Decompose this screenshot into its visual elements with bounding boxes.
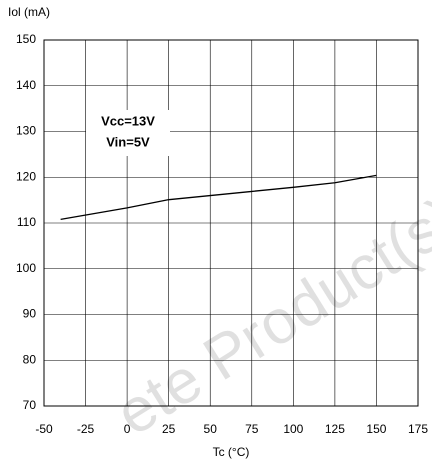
y-tick-label: 130 [16, 124, 36, 138]
x-tick-label: 100 [283, 422, 303, 436]
data-line [60, 174, 377, 220]
y-axis-label: Iol (mA) [8, 5, 50, 19]
x-tick-label: -25 [77, 422, 95, 436]
y-tick-label: 100 [16, 261, 36, 275]
watermark: ete Product(s) [104, 184, 432, 449]
annotation: Vcc=13V [101, 113, 155, 128]
x-tick-label: 125 [325, 422, 345, 436]
y-tick-label: 140 [16, 78, 36, 92]
x-tick-label: -50 [35, 422, 53, 436]
x-tick-label: 75 [245, 422, 259, 436]
x-tick-label: 150 [366, 422, 386, 436]
x-tick-label: 25 [162, 422, 176, 436]
annotation-box [86, 110, 170, 156]
y-tick-label: 70 [23, 398, 37, 412]
annotation: Vin=5V [106, 134, 150, 149]
y-tick-label: 110 [17, 215, 36, 229]
y-tick-label: 120 [16, 169, 36, 183]
x-axis-label: Tc (°C) [213, 445, 250, 459]
y-tick-label: 90 [23, 307, 37, 321]
x-tick-label: 50 [204, 422, 218, 436]
x-tick-label: 0 [124, 422, 131, 436]
x-tick-label: 175 [408, 422, 428, 436]
y-tick-label: 150 [16, 32, 36, 46]
y-tick-label: 80 [23, 352, 37, 366]
